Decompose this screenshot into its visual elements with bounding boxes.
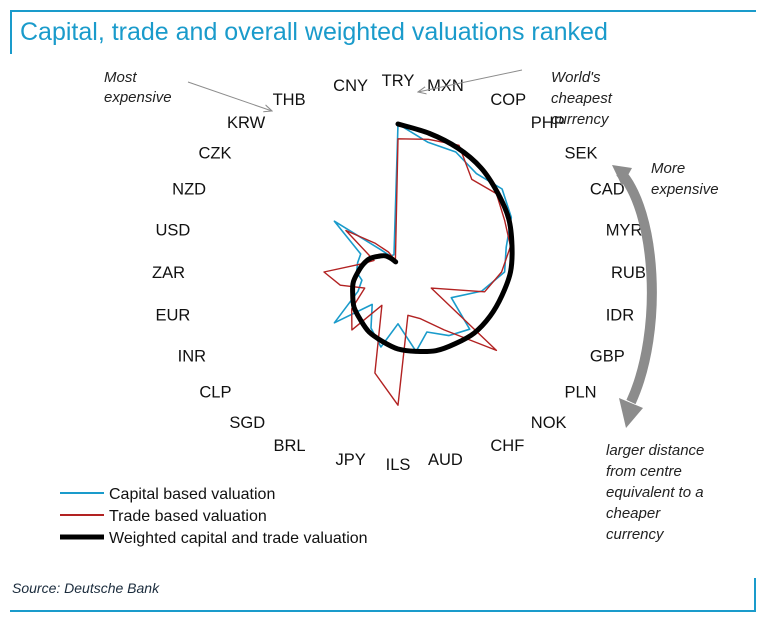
direction-arrow — [616, 168, 657, 405]
category-label-chf: CHF — [490, 437, 524, 455]
cheapest-arrow — [418, 69, 523, 92]
direction-arrow-tail — [612, 165, 632, 186]
most-expensive-line-1: Most — [104, 69, 137, 86]
category-label-krw: KRW — [227, 114, 266, 132]
direction-arrow-head — [619, 398, 643, 428]
legend-label-capital: Capital based valuation — [109, 486, 275, 503]
category-labels: TRYMXNCOPPHPSEKCADMYRRUBIDRGBPPLNNOKCHFA… — [152, 72, 646, 474]
category-label-rub: RUB — [611, 264, 646, 282]
category-label-myr: MYR — [606, 221, 643, 239]
frame-left-rule — [10, 10, 12, 54]
worlds-cheapest-line-2: cheapest — [551, 90, 613, 107]
category-label-cny: CNY — [333, 77, 368, 95]
category-label-nzd: NZD — [172, 181, 206, 199]
most-expensive-arrow — [187, 81, 272, 111]
category-label-brl: BRL — [273, 437, 305, 455]
distance-note-line-4: cheaper — [606, 505, 661, 522]
category-label-nok: NOK — [531, 414, 567, 432]
category-label-thb: THB — [273, 91, 306, 109]
series-line-capital — [333, 123, 513, 353]
more-expensive-line-2: expensive — [651, 181, 719, 198]
frame-bottom-rule — [10, 610, 756, 612]
category-label-gbp: GBP — [590, 347, 625, 365]
category-label-idr: IDR — [606, 307, 635, 325]
distance-note-line-1: larger distance — [606, 442, 704, 459]
category-label-cop: COP — [490, 91, 526, 109]
chart-title: Capital, trade and overall weighted valu… — [20, 18, 608, 46]
category-label-sgd: SGD — [229, 414, 265, 432]
category-label-php: PHP — [531, 114, 565, 132]
category-label-czk: CZK — [199, 144, 232, 162]
series-line-weighted — [350, 121, 515, 355]
category-label-try: TRY — [382, 72, 415, 90]
legend-label-weighted: Weighted capital and trade valuation — [109, 530, 368, 547]
legend-label-trade: Trade based valuation — [109, 508, 267, 525]
category-label-sek: SEK — [565, 144, 598, 162]
category-label-inr: INR — [178, 347, 207, 365]
legend: Capital based valuation Trade based valu… — [60, 486, 368, 547]
worlds-cheapest-line-1: World's — [551, 69, 601, 86]
category-label-eur: EUR — [155, 307, 190, 325]
category-label-aud: AUD — [428, 451, 463, 469]
distance-note-line-2: from centre — [606, 463, 682, 480]
frame-right-rule — [754, 578, 756, 612]
category-label-ils: ILS — [386, 456, 411, 474]
category-label-clp: CLP — [199, 384, 231, 402]
series-line-trade — [323, 138, 512, 406]
category-label-pln: PLN — [565, 384, 597, 402]
category-label-zar: ZAR — [152, 264, 185, 282]
distance-note-line-3: equivalent to a — [606, 484, 704, 501]
category-label-jpy: JPY — [335, 451, 365, 469]
more-expensive-line-1: More — [651, 160, 685, 177]
worlds-cheapest-line-3: currency — [551, 111, 610, 128]
category-label-cad: CAD — [590, 181, 625, 199]
series-layer — [323, 121, 515, 406]
source-note: Source: Deutsche Bank — [12, 580, 160, 596]
frame-top-rule — [10, 10, 756, 12]
distance-note-line-5: currency — [606, 526, 665, 543]
category-label-usd: USD — [155, 221, 190, 239]
most-expensive-line-2: expensive — [104, 89, 172, 106]
